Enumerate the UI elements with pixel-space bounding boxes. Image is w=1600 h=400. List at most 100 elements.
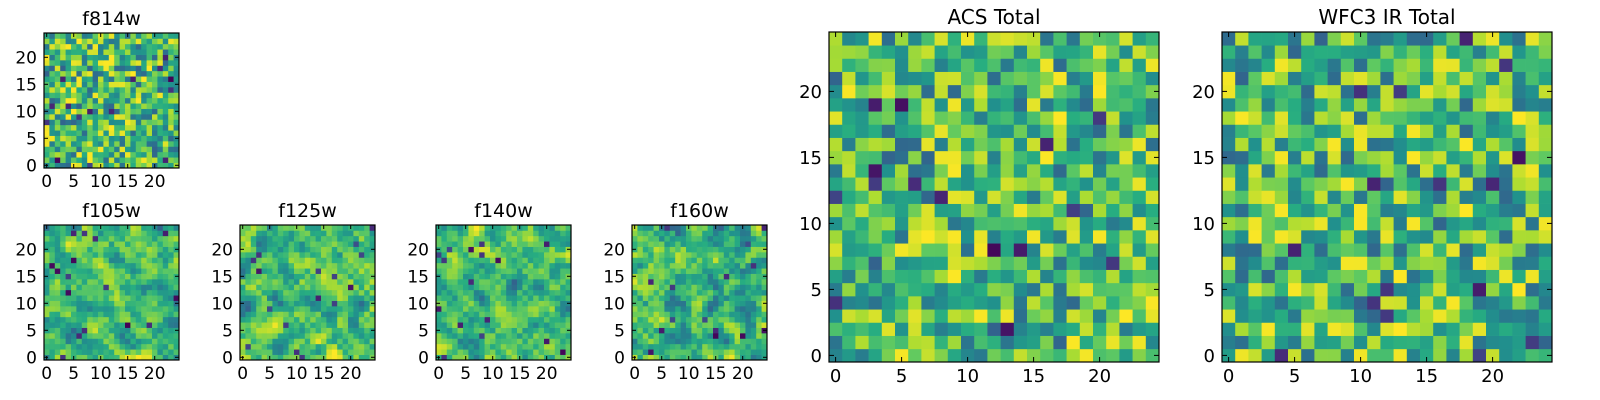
heatmap-cell: [734, 252, 741, 258]
heatmap-cell: [87, 146, 93, 153]
heatmap-cell: [1119, 256, 1133, 270]
heatmap-cell: [723, 252, 730, 258]
heatmap-cell: [1145, 296, 1160, 310]
heatmap-cell: [1145, 111, 1160, 125]
heatmap-cell: [1538, 190, 1553, 204]
heatmap-cell: [157, 135, 164, 142]
heatmap-cell: [261, 262, 268, 269]
heatmap-cell: [119, 333, 126, 339]
heatmap-cell: [152, 65, 158, 72]
heatmap-cell: [353, 316, 360, 323]
heatmap-cell: [304, 225, 311, 231]
heatmap-cell: [146, 146, 153, 153]
heatmap-cell: [294, 230, 300, 237]
heatmap-cell: [1446, 269, 1460, 284]
heatmap-cell: [479, 246, 485, 253]
heatmap-cell: [364, 300, 370, 307]
heatmap-cell: [842, 190, 856, 204]
heatmap-cell: [1380, 230, 1394, 244]
heatmap-cell: [855, 230, 869, 244]
heatmap-cell: [1053, 137, 1067, 152]
heatmap-cell: [49, 306, 56, 312]
heatmap-cell: [141, 273, 147, 280]
heatmap-cell: [441, 284, 448, 291]
heatmap-cell: [527, 295, 534, 301]
heatmap-cell: [337, 311, 343, 318]
heatmap-cell: [141, 54, 147, 61]
heatmap-cell: [76, 114, 83, 120]
heatmap-cell: [452, 246, 458, 253]
heatmap-cell: [1119, 269, 1133, 284]
heatmap-cell: [92, 306, 99, 312]
heatmap-cell: [71, 108, 77, 115]
heatmap-cell: [1261, 216, 1276, 231]
heatmap-cell: [173, 235, 180, 242]
heatmap-cell: [868, 230, 883, 244]
heatmap-cell: [261, 246, 268, 253]
heatmap-cell: [162, 246, 169, 253]
heatmap-cell: [65, 257, 72, 264]
heatmap-cell: [740, 262, 746, 269]
heatmap-cell: [691, 327, 698, 334]
heatmap-cell: [436, 262, 442, 269]
axes-frame: [43, 224, 180, 361]
panel-title: f125w: [278, 200, 337, 222]
heatmap-cell: [490, 235, 496, 242]
heatmap-cell: [54, 327, 61, 334]
heatmap-cell: [713, 252, 719, 258]
heatmap-cell: [1053, 296, 1067, 310]
heatmap-cell: [1499, 150, 1513, 165]
heatmap-cell: [277, 273, 284, 280]
heatmap-cell: [495, 300, 502, 307]
heatmap-cell: [272, 284, 279, 291]
heatmap-cell: [146, 108, 153, 115]
heatmap-cell: [98, 81, 104, 88]
heatmap-cell: [65, 230, 72, 237]
heatmap-cell: [1040, 216, 1054, 231]
heatmap-cell: [745, 257, 752, 264]
heatmap-cell: [125, 235, 131, 242]
heatmap-cell: [157, 114, 164, 120]
heatmap-cell: [1000, 150, 1015, 165]
heatmap-cell: [168, 349, 174, 355]
heatmap-cell: [664, 262, 671, 269]
heatmap-cell: [1248, 296, 1262, 310]
heatmap-cell: [331, 252, 338, 258]
heatmap-cell: [162, 273, 169, 280]
heatmap-cell: [921, 203, 935, 218]
heatmap-cell: [745, 327, 752, 334]
heatmap-cell: [691, 235, 698, 242]
heatmap-cell: [729, 327, 735, 334]
heatmap-cell: [1145, 98, 1160, 112]
heatmap-cell: [947, 177, 962, 191]
heatmap-cell: [842, 282, 856, 297]
heatmap-cell: [761, 279, 768, 285]
heatmap-cell: [125, 273, 131, 280]
heatmap-cell: [245, 268, 252, 274]
heatmap-cell: [272, 241, 279, 247]
heatmap-cell: [675, 246, 681, 253]
heatmap-cell: [353, 322, 360, 328]
heatmap-cell: [1420, 137, 1434, 152]
heatmap-cell: [745, 246, 752, 253]
heatmap-cell: [294, 257, 300, 264]
heatmap-cell: [65, 322, 72, 328]
heatmap-cell: [479, 316, 485, 323]
heatmap-cell: [1261, 98, 1276, 112]
heatmap-cell: [288, 289, 295, 296]
heatmap-cell: [65, 241, 72, 247]
heatmap-cell: [1119, 177, 1133, 191]
heatmap-cell: [1274, 71, 1289, 86]
heatmap-cell: [60, 103, 66, 109]
heatmap-cell: [261, 295, 268, 301]
heatmap-cell: [718, 311, 725, 318]
heatmap-cell: [881, 150, 896, 165]
heatmap-cell: [642, 252, 649, 258]
heatmap-cell: [908, 177, 922, 191]
heatmap-cell: [103, 230, 110, 237]
heatmap-cell: [71, 300, 77, 307]
heatmap-cell: [152, 295, 158, 301]
heatmap-cell: [1499, 164, 1513, 178]
